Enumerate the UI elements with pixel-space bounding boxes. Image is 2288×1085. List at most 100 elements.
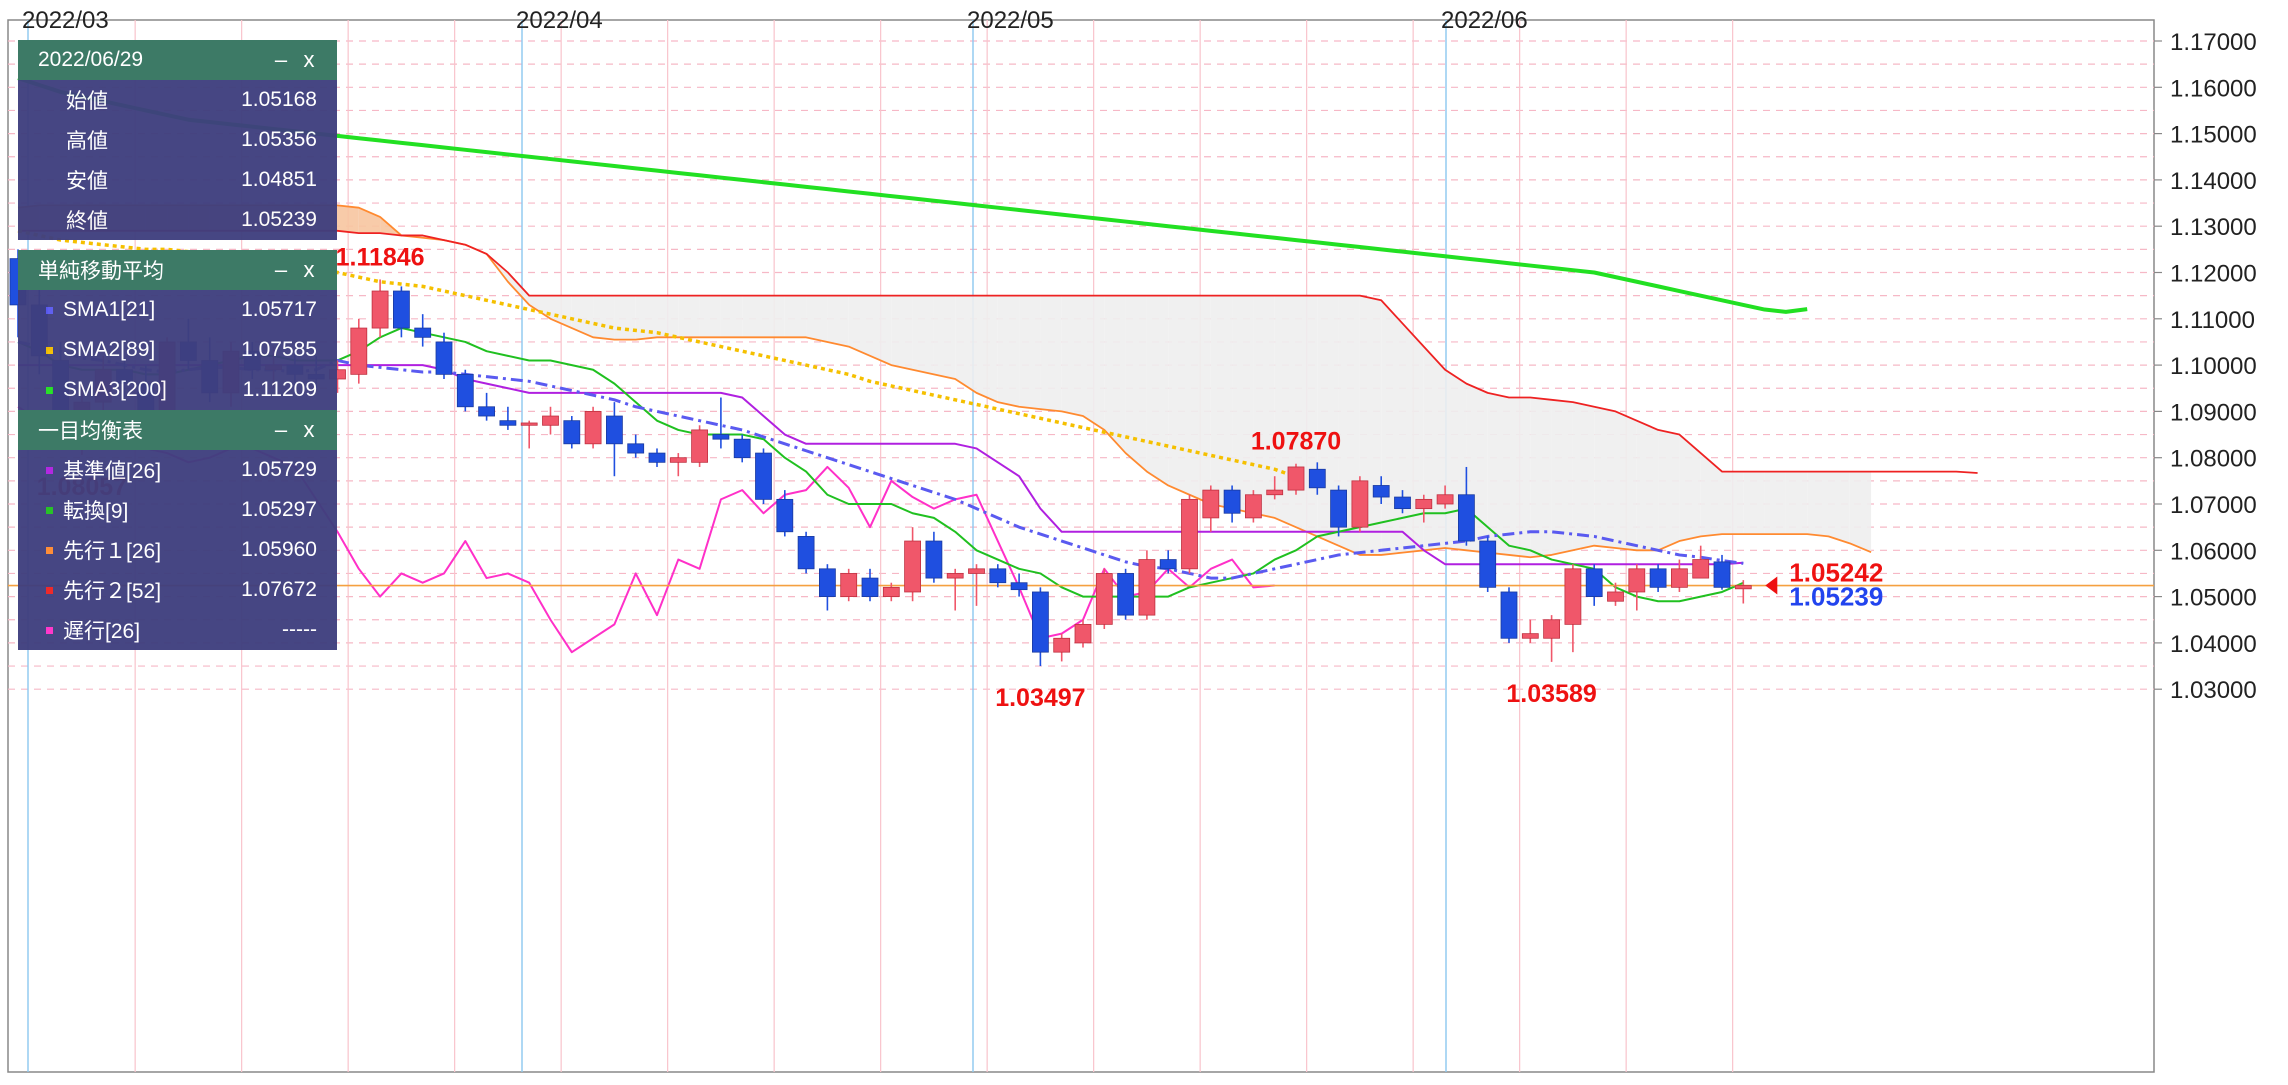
candle-body — [1117, 573, 1134, 616]
y-tick-label: 1.09000 — [2170, 399, 2257, 426]
sma3-label: SMA3[200] — [63, 378, 167, 401]
candle-body — [1585, 568, 1603, 598]
sma-minimize-button[interactable]: – — [274, 257, 288, 282]
kumo-cloud — [1551, 399, 1573, 555]
ichimoku-panel-header[interactable]: 一目均衡表 – x — [18, 410, 337, 450]
candle-body — [1095, 573, 1113, 625]
candle-body — [1479, 540, 1497, 588]
current-price-label: 1.05242 — [1789, 558, 1883, 588]
senkou-b-label: 先行２[52] — [63, 580, 162, 603]
kumo-cloud — [1253, 295, 1275, 518]
kumo-cloud — [678, 295, 700, 338]
sma2-value: 1.07585 — [241, 338, 317, 361]
candle-body — [1734, 585, 1752, 590]
sma-panel[interactable]: 単純移動平均 – x SMA1[21] 1.05717 SMA2[89] 1.0… — [18, 250, 337, 410]
ohlc-high-value: 1.05356 — [241, 128, 317, 151]
kumo-cloud — [1807, 471, 1829, 537]
ohlc-row-open: 始値 1.05168 — [18, 80, 337, 120]
senkou-a-value: 1.05960 — [241, 538, 317, 561]
y-tick-label: 1.17000 — [2170, 29, 2257, 56]
ohlc-panel-header[interactable]: 2022/06/29 – x — [18, 40, 337, 80]
ohlc-close-label: 終値 — [66, 210, 108, 233]
candle-body — [1053, 637, 1071, 653]
current-price-arrow-icon — [1765, 576, 1778, 595]
sma1-line — [17, 340, 1744, 580]
kumo-cloud — [1572, 402, 1595, 551]
candle-body — [1415, 498, 1433, 510]
senkou-b-row: 先行２[52] 1.07672 — [18, 570, 337, 610]
senkou-a-row: 先行１[26] 1.05960 — [18, 530, 337, 570]
candle-body — [882, 586, 900, 598]
y-tick-label: 1.05000 — [2170, 585, 2257, 612]
tenkan-row: 転換[9] 1.05297 — [18, 490, 337, 530]
kumo-cloud — [1722, 471, 1744, 535]
y-tick-label: 1.06000 — [2170, 538, 2257, 565]
kumo-cloud — [1189, 295, 1211, 504]
sma3-row: SMA3[200] 1.11209 — [18, 370, 337, 410]
kumo-cloud — [1125, 295, 1147, 472]
kumo-cloud — [848, 295, 870, 356]
ichimoku-minimize-button[interactable]: – — [274, 417, 288, 442]
y-tick-label: 1.03000 — [2170, 677, 2257, 704]
candle-body — [968, 568, 985, 574]
tenkan-value: 1.05297 — [241, 498, 317, 521]
candle-body — [1308, 468, 1326, 489]
kumo-cloud — [720, 295, 743, 338]
ichimoku-panel[interactable]: 一目均衡表 – x 基準値[26] 1.05729 転換[9] 1.05297 … — [18, 410, 337, 650]
kijun-value: 1.05729 — [241, 458, 317, 481]
tenkan-color-dot — [46, 506, 53, 514]
kumo-cloud — [657, 295, 679, 338]
candle-body — [1692, 559, 1710, 579]
candle-body — [797, 536, 815, 570]
ohlc-minimize-button[interactable]: – — [274, 47, 288, 72]
kumo-cloud — [1061, 295, 1083, 417]
candle-body — [1181, 498, 1198, 570]
candle-body — [1330, 489, 1347, 528]
candle-body — [776, 498, 794, 533]
candle-body — [904, 540, 921, 593]
candle-body — [1032, 591, 1049, 653]
kumo-cloud — [955, 295, 977, 393]
candle-body — [840, 573, 858, 598]
chikou-row: 遅行[26] ----- — [18, 610, 337, 650]
plot-frame — [7, 19, 2155, 1073]
candle-body — [1223, 489, 1241, 514]
kumo-cloud — [1743, 471, 1765, 535]
sma1-color-dot — [46, 306, 53, 314]
candle-body — [435, 341, 453, 375]
kumo-cloud — [827, 295, 849, 347]
kumo-cloud — [1040, 295, 1062, 412]
candle-body — [648, 452, 666, 463]
ohlc-low-label: 安値 — [66, 170, 108, 193]
candle-body — [1202, 489, 1220, 519]
ohlc-close-button[interactable]: x — [303, 47, 315, 72]
ohlc-open-value: 1.05168 — [241, 88, 317, 111]
kumo-cloud — [784, 295, 807, 338]
ichimoku-close-button[interactable]: x — [303, 417, 315, 442]
sma2-color-dot — [46, 346, 53, 354]
kumo-cloud — [529, 295, 551, 319]
kumo-cloud — [891, 295, 913, 370]
kumo-cloud — [933, 295, 956, 379]
kumo-cloud — [1658, 429, 1680, 551]
y-tick-label: 1.11000 — [2170, 307, 2255, 334]
candle-body — [563, 420, 581, 445]
ohlc-row-high: 高値 1.05356 — [18, 120, 337, 160]
kumo-cloud — [1168, 295, 1190, 495]
y-tick-label: 1.15000 — [2170, 122, 2257, 149]
kumo-cloud — [550, 295, 572, 329]
kumo-cloud — [997, 295, 1020, 407]
ohlc-panel[interactable]: 2022/06/29 – x 始値 1.05168 高値 1.05356 安値 … — [18, 40, 337, 240]
kumo-cloud — [1849, 471, 1872, 553]
sma-panel-header[interactable]: 単純移動平均 – x — [18, 250, 337, 290]
kumo-cloud — [806, 295, 828, 342]
y-tick-label: 1.08000 — [2170, 446, 2257, 473]
sma1-label: SMA1[21] — [63, 298, 156, 321]
kumo-cloud — [593, 295, 615, 340]
sma-close-button[interactable]: x — [303, 257, 315, 282]
candle-body — [925, 540, 943, 579]
extreme-price-label: 1.03497 — [995, 684, 1085, 712]
kumo-cloud — [337, 205, 359, 234]
candle-body — [1607, 591, 1624, 602]
